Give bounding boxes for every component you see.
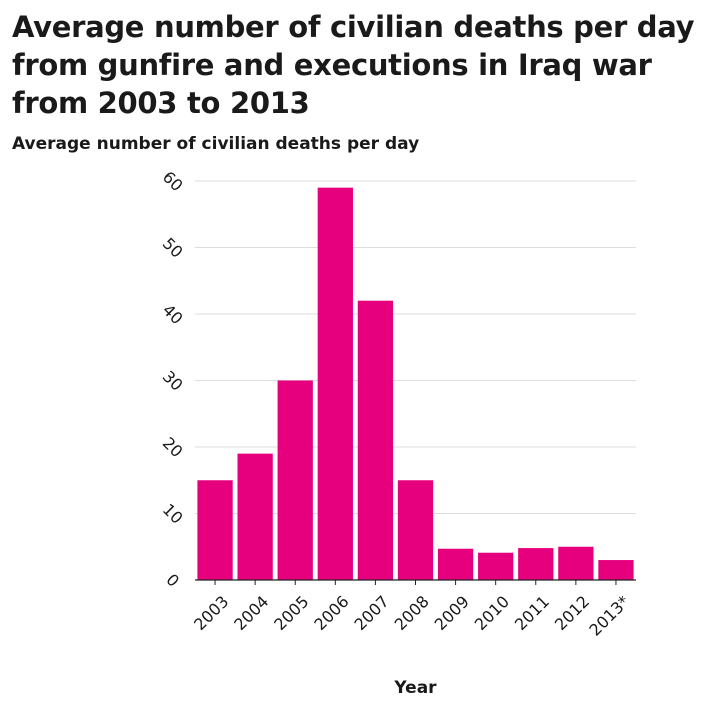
chart-title: Average number of civilian deaths per da…	[12, 10, 695, 120]
y-tick-label: 30	[159, 367, 187, 395]
x-tick-label: 2013*	[585, 592, 633, 640]
y-tick-label: 60	[159, 167, 187, 195]
bar-2006	[317, 187, 353, 580]
x-tick-label: 2008	[391, 592, 433, 634]
x-axis-title: Year	[393, 678, 437, 698]
bar-2003	[197, 480, 233, 580]
bar-2013	[598, 560, 634, 580]
y-tick-label: 20	[159, 433, 187, 461]
bar-2010	[478, 552, 514, 580]
bar-2012	[558, 546, 594, 580]
x-tick-label: 2005	[270, 592, 312, 634]
bar-2004	[237, 453, 273, 580]
x-tick-label: 2003	[190, 592, 232, 634]
bar-2005	[277, 380, 313, 580]
x-tick-label: 2007	[350, 592, 392, 634]
y-tick-label: 50	[159, 234, 187, 262]
bars	[197, 187, 634, 580]
x-tick-labels: 2003200420052006200720082009201020112012…	[190, 580, 633, 640]
bar-2009	[437, 548, 474, 580]
x-tick-label: 2011	[511, 592, 553, 634]
x-tick-label: 2004	[230, 592, 272, 634]
y-axis-title: Average number of civilian deaths per da…	[12, 134, 420, 154]
bar-2007	[357, 300, 394, 580]
bar-2008	[397, 480, 434, 580]
x-tick-label: 2010	[471, 592, 513, 634]
x-tick-label: 2006	[310, 592, 352, 634]
y-tick-label: 0	[162, 570, 183, 591]
bar-2011	[518, 548, 554, 580]
x-tick-label: 2009	[431, 592, 473, 634]
y-tick-label: 10	[159, 500, 187, 528]
y-tick-label: 40	[159, 300, 187, 328]
y-tick-labels: 0 10 20 30 40 50 60	[159, 167, 187, 590]
